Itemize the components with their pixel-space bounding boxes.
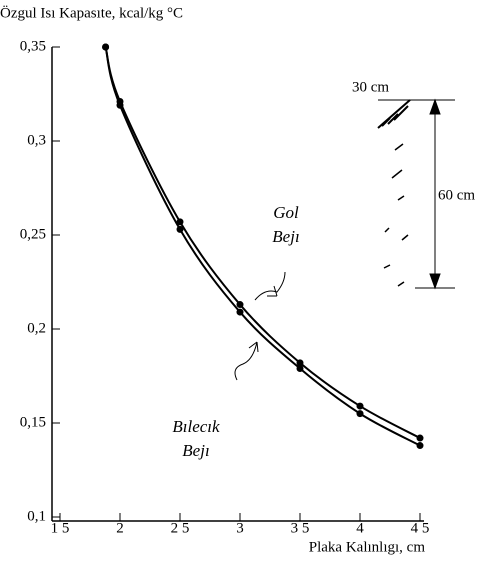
line-series <box>104 46 421 439</box>
data-point <box>116 101 124 109</box>
data-point <box>356 410 364 418</box>
data-point <box>176 225 184 233</box>
data-point <box>416 442 424 450</box>
series-label: Bılecık Bejı <box>172 417 220 460</box>
label-arrow <box>234 341 259 381</box>
series-label: Gol Bejı <box>272 203 299 246</box>
data-point <box>296 364 304 372</box>
x-tick-label: 4 5 <box>411 520 430 536</box>
y-tick-label: 0,35 <box>20 38 46 54</box>
data-point <box>236 308 244 316</box>
y-tick-label: 0,3 <box>27 132 46 148</box>
x-tick-label: 1 5 <box>51 520 70 536</box>
y-tick-label: 0,1 <box>27 508 46 524</box>
annotation: 60 cm <box>438 187 475 203</box>
y-tick-label: 0,2 <box>27 320 46 336</box>
label-arrow <box>254 271 286 301</box>
annotation: 30 cm <box>352 79 389 95</box>
inset-diagram <box>377 98 455 290</box>
x-axis-label: Plaka Kalınlıgı, cm <box>309 539 426 555</box>
x-tick-label: 3 5 <box>291 520 310 536</box>
x-tick-label: 3 <box>236 520 244 536</box>
line-series <box>104 46 421 447</box>
data-point <box>296 359 304 367</box>
x-tick-label: 2 5 <box>171 520 190 536</box>
data-point <box>102 43 110 51</box>
data-point <box>416 434 424 442</box>
x-tick-label: 4 <box>356 520 364 536</box>
x-tick-label: 2 <box>116 520 124 536</box>
data-point <box>176 218 184 226</box>
y-tick-label: 0,25 <box>20 226 46 242</box>
data-point <box>356 402 364 410</box>
data-point <box>236 301 244 309</box>
y-axis-label: Özgul Isı Kapasıte, kcal/kg °C <box>0 4 183 21</box>
y-tick-label: 0,15 <box>20 414 46 430</box>
